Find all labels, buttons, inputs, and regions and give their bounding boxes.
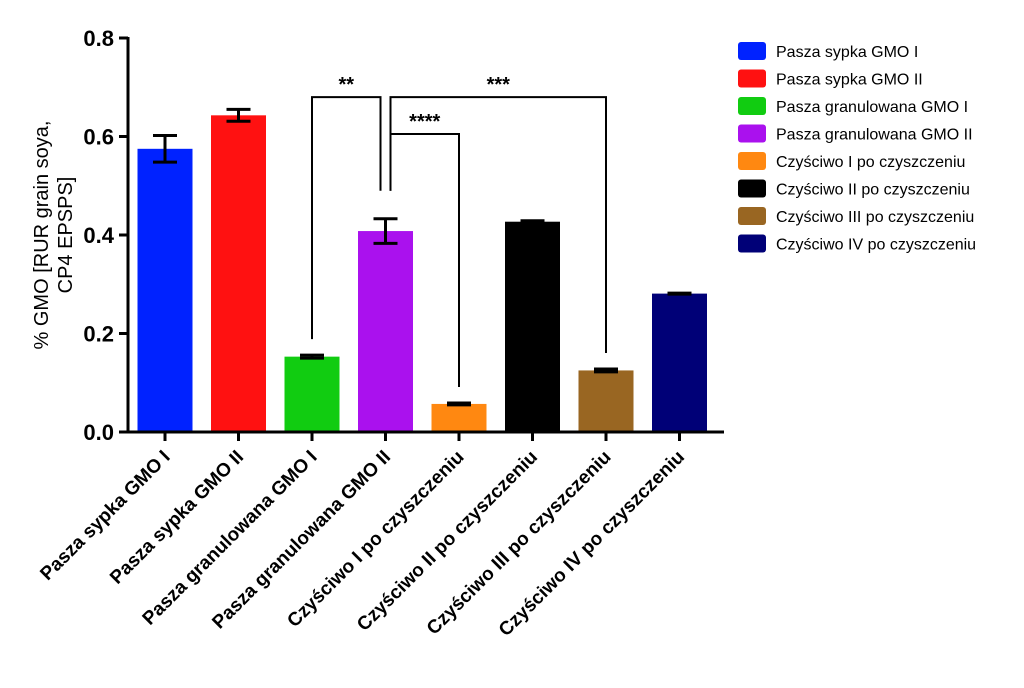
y-tick-label: 0.0	[83, 420, 114, 445]
y-tick-label: 0.4	[83, 223, 114, 248]
significance-bracket-3: ****	[389, 111, 460, 387]
significance-label: ****	[409, 111, 440, 133]
legend-label: Czyściwo I po czyszczeniu	[776, 154, 965, 171]
significance-brackets: ** *******	[311, 74, 607, 387]
legend-entry-2: Pasza sypka GMO II	[738, 69, 923, 89]
bar-2	[211, 115, 266, 432]
legend-swatch	[738, 207, 766, 225]
y-axis-title-line-2: CP4 EPSPS]	[55, 177, 77, 294]
legend-entry-3: Pasza granulowana GMO I	[738, 97, 968, 116]
legend-entry-4: Pasza granulowana GMO II	[738, 124, 973, 144]
error-bar-5	[447, 401, 471, 407]
bar-7	[578, 370, 634, 432]
legend-swatch	[738, 42, 766, 60]
error-bar-3	[300, 353, 324, 360]
error-bar-6	[520, 219, 545, 225]
legend-label: Pasza sypka GMO II	[776, 72, 923, 89]
y-tick-label: 0.8	[83, 26, 114, 51]
legend-swatch	[738, 69, 766, 88]
x-tick-label: Pasza sypka GMO I	[36, 447, 174, 585]
y-axis-title: % GMO [RUR grain soya, CP4 EPSPS]	[31, 121, 77, 350]
error-bar-7	[594, 367, 618, 374]
bar-3	[284, 356, 340, 432]
legend-entry-1: Pasza sypka GMO I	[738, 42, 918, 61]
significance-label: **	[338, 74, 354, 96]
significance-label: ***	[487, 74, 511, 96]
legend-swatch	[738, 124, 766, 143]
error-bars	[153, 107, 692, 407]
legend-swatch	[738, 97, 766, 115]
bar-6	[505, 221, 560, 432]
legend: Pasza sypka GMO I Pasza sypka GMO II Pasza…	[738, 42, 976, 254]
bar-4	[358, 231, 413, 432]
error-bar-2	[226, 107, 251, 123]
y-ticks: 0.0 0.2 0.4 0.6 0.8	[83, 26, 128, 445]
legend-entry-6: Czyściwo II po czyszczeniu	[738, 179, 970, 199]
legend-label: Czyściwo III po czyszczeniu	[776, 209, 974, 226]
x-tick-label: Pasza sypka GMO II	[106, 447, 248, 589]
bar-1	[137, 148, 193, 432]
legend-label: Pasza granulowana GMO II	[776, 127, 973, 144]
legend-entry-7: Czyściwo III po czyszczeniu	[738, 207, 974, 226]
legend-swatch	[738, 179, 766, 198]
significance-bracket-1: **	[311, 74, 382, 340]
legend-label: Pasza granulowana GMO I	[776, 99, 968, 116]
legend-label: Czyściwo IV po czyszczeniu	[776, 237, 976, 254]
legend-swatch	[738, 234, 766, 253]
error-bar-1	[153, 134, 177, 164]
error-bar-8	[667, 291, 692, 296]
bar-8	[652, 293, 707, 432]
legend-entry-8: Czyściwo IV po czyszczeniu	[738, 234, 976, 254]
legend-swatch	[738, 152, 766, 170]
error-bar-4	[373, 217, 398, 245]
legend-entry-5: Czyściwo I po czyszczeniu	[738, 152, 965, 171]
bars	[137, 115, 707, 432]
legend-label: Pasza sypka GMO I	[776, 44, 918, 61]
y-tick-label: 0.2	[83, 322, 114, 347]
legend-label: Czyściwo II po czyszczeniu	[776, 182, 970, 199]
y-axis-title-line-1: % GMO [RUR grain soya,	[31, 121, 53, 350]
bar-5	[431, 403, 487, 432]
y-tick-label: 0.6	[83, 125, 114, 150]
